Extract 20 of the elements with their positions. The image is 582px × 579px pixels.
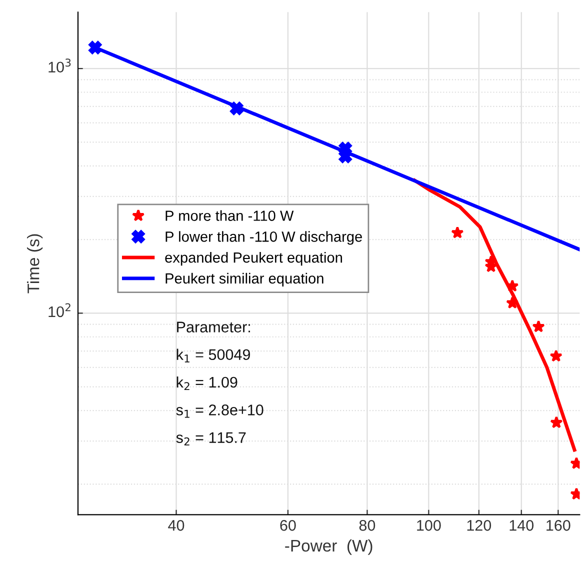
annotation: k$_{2}$ = 1.09 xyxy=(176,376,238,390)
y-tick-label: 10$^{2}$ xyxy=(48,303,70,318)
annotation: s$_{1}$ = 2.8e+10 xyxy=(176,404,264,418)
x-tick-label: 60 xyxy=(280,520,296,531)
y-axis-title: Time (s) xyxy=(27,234,43,294)
x-tick-label: 80 xyxy=(359,520,376,531)
x-tick-label: 140 xyxy=(510,520,534,531)
legend-label: P lower than -110 W discharge xyxy=(166,231,362,245)
x-axis-title: -Power (W) xyxy=(285,539,372,555)
y-tick-label: 10$^{3}$ xyxy=(48,58,71,73)
annotation: Parameter: xyxy=(177,322,250,332)
annotation: s$_{2}$ = 115.7 xyxy=(176,432,246,446)
x-tick-label: 100 xyxy=(417,520,441,531)
legend-label: expanded Peukert equation xyxy=(165,252,342,266)
x-tick-label: 120 xyxy=(467,520,492,531)
x-tick-label: 40 xyxy=(168,520,184,531)
annotation: k$_{1}$ = 50049 xyxy=(176,348,250,362)
x-tick-label: 160 xyxy=(546,520,570,531)
legend-label: P more than -110 W xyxy=(166,210,294,221)
legend-label: Peukert similiar equation xyxy=(166,272,324,286)
